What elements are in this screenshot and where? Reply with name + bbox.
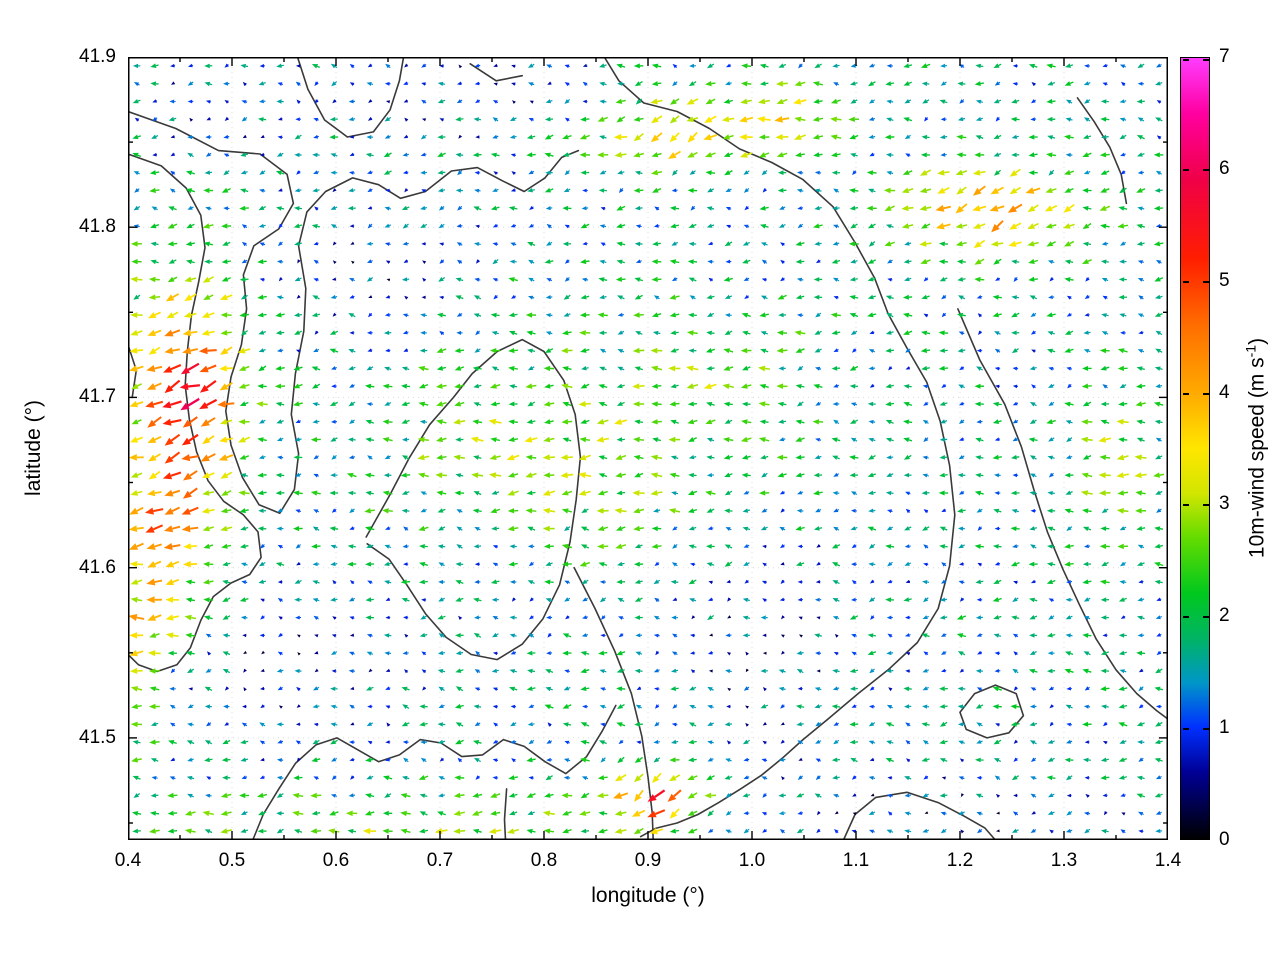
colorbar-tick — [1183, 838, 1189, 840]
x-tick-label: 0.6 — [322, 850, 350, 871]
x-tick-label: 0.4 — [114, 850, 142, 871]
colorbar-tick — [1183, 280, 1189, 283]
colorbar-tick-label: 1 — [1219, 717, 1230, 739]
colorbar-tick — [1203, 168, 1209, 171]
colorbar-tick — [1183, 728, 1189, 731]
colorbar-tick — [1203, 616, 1209, 619]
colorbar-tick — [1183, 59, 1189, 61]
y-tick-label: 41.5 — [79, 726, 116, 748]
colorbar-tick — [1203, 59, 1209, 61]
x-tick-label: 1.4 — [1154, 850, 1182, 871]
colorbar-label: 10m-wind speed (m s-1) — [1239, 338, 1270, 558]
y-axis-label: latitude (°) — [22, 400, 45, 496]
colorbar-tick — [1183, 392, 1189, 395]
x-tick-label: 0.9 — [634, 850, 662, 871]
colorbar-tick-label: 7 — [1219, 46, 1230, 67]
x-tick-label: 0.5 — [218, 850, 246, 871]
colorbar-label-suffix: ) — [1245, 337, 1269, 345]
colorbar-tick — [1203, 838, 1209, 840]
x-tick-label: 1.0 — [738, 850, 766, 871]
quiver-plot — [128, 57, 1168, 840]
colorbar-tick — [1203, 728, 1209, 731]
colorbar-tick — [1203, 504, 1209, 507]
colorbar-tick — [1203, 392, 1209, 395]
colorbar-tick-label: 3 — [1219, 493, 1230, 515]
x-axis-label: longitude (°) — [591, 884, 705, 907]
colorbar — [1180, 57, 1210, 840]
colorbar-tick-label: 2 — [1219, 605, 1230, 627]
colorbar-tick — [1183, 616, 1189, 619]
colorbar-tick — [1183, 504, 1189, 507]
colorbar-tick-label: 0 — [1219, 829, 1230, 850]
colorbar-tick — [1183, 168, 1189, 171]
x-tick-label: 0.8 — [530, 850, 558, 871]
y-tick-label: 41.9 — [79, 46, 116, 67]
x-tick-label: 1.3 — [1050, 850, 1078, 871]
x-tick-label: 1.1 — [842, 850, 870, 871]
colorbar-tick-label: 5 — [1219, 269, 1230, 291]
colorbar-tick-label: 6 — [1219, 157, 1230, 179]
x-tick-label: 0.7 — [426, 850, 454, 871]
y-tick-label: 41.8 — [79, 216, 116, 238]
x-tick-label: 1.2 — [946, 850, 974, 871]
colorbar-tick — [1203, 280, 1209, 283]
colorbar-gradient — [1180, 57, 1210, 840]
y-tick-label: 41.6 — [79, 556, 116, 578]
colorbar-tick-label: 4 — [1219, 381, 1230, 403]
y-tick-label: 41.7 — [79, 386, 116, 408]
colorbar-label-sup: -1 — [1242, 344, 1259, 358]
